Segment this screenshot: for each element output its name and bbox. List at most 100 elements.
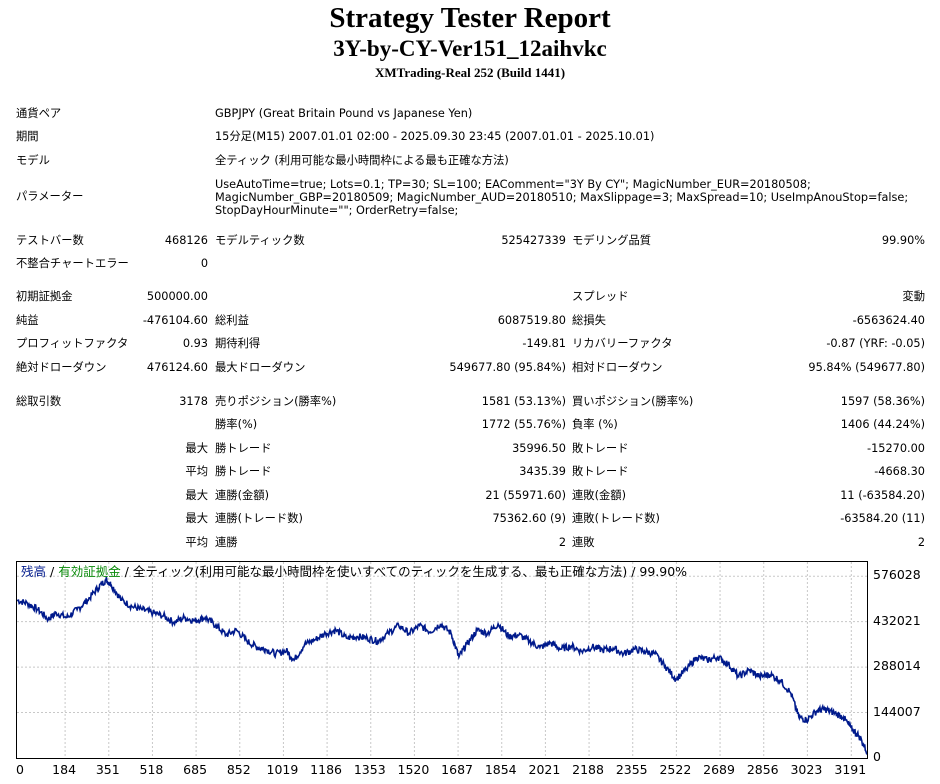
consec-loss-trades-label: 連敗(トレード数) <box>572 512 660 525</box>
quality-label: モデリング品質 <box>572 234 652 247</box>
largest-loss-value: -15270.00 <box>867 442 925 455</box>
x-tick-label: 3023 <box>790 762 823 777</box>
consec-win-trades-label: 連勝(トレード数) <box>215 512 303 525</box>
gross-profit-value: 6087519.80 <box>497 314 566 327</box>
ticks-label: モデルティック数 <box>215 234 305 247</box>
chart-title-balance: 残高 <box>21 564 47 579</box>
abs-drawdown-value: 476124.60 <box>146 361 208 374</box>
x-tick-label: 1520 <box>397 762 430 777</box>
max-prefix-1: 最大 <box>185 442 208 455</box>
x-tick-label: 2021 <box>528 762 561 777</box>
period-value: 15分足(M15) 2007.01.01 02:00 - 2025.09.30 … <box>215 130 655 143</box>
bars-label: テストバー数 <box>16 234 84 247</box>
chart-title: 残高 / 有効証拠金 / 全ティック(利用可能な最小時間枠を使いすべてのティック… <box>21 564 687 580</box>
profit-factor-value: 0.93 <box>182 337 208 350</box>
consec-loss-money-value: 11 (-63584.20) <box>840 489 925 502</box>
report-title: Strategy Tester Report <box>329 2 611 34</box>
period-label: 期間 <box>16 130 39 143</box>
recovery-factor-value: -0.87 (YRF: -0.05) <box>826 337 925 350</box>
gross-loss-value: -6563624.40 <box>852 314 925 327</box>
net-profit-value: -476104.60 <box>142 314 208 327</box>
x-tick-label: 1353 <box>353 762 386 777</box>
rel-drawdown-value: 95.84% (549677.80) <box>808 361 925 374</box>
net-profit-label: 純益 <box>16 314 39 327</box>
avg-win-label: 勝トレード <box>215 465 272 478</box>
long-positions-value: 1597 (58.36%) <box>840 395 925 408</box>
x-tick-label: 3191 <box>834 762 867 777</box>
model-label: モデル <box>16 154 50 167</box>
ticks-value: 525427339 <box>501 234 566 247</box>
gross-loss-label: 総損失 <box>572 314 606 327</box>
chart-title-rest: / 全ティック(利用可能な最小時間枠を使いすべてのティックを生成する、最も正確な… <box>120 564 688 579</box>
max-prefix-2: 最大 <box>185 489 208 502</box>
max-drawdown-label: 最大ドローダウン <box>215 361 306 374</box>
win-rate-value: 1772 (55.76%) <box>481 418 566 431</box>
short-positions-value: 1581 (53.13%) <box>481 395 566 408</box>
consec-win-money-label: 連勝(金額) <box>215 489 270 502</box>
consec-win-money-value: 21 (55971.60) <box>485 489 566 502</box>
params-value: UseAutoTime=true; Lots=0.1; TP=30; SL=10… <box>215 178 909 217</box>
abs-drawdown-label: 絶対ドローダウン <box>16 361 107 374</box>
symbol-label: 通貨ペア <box>16 107 62 120</box>
expected-payoff-label: 期待利得 <box>215 337 261 350</box>
recovery-factor-label: リカバリーファクタ <box>572 337 673 350</box>
server-build: XMTrading-Real 252 (Build 1441) <box>374 65 566 80</box>
gross-profit-label: 総利益 <box>215 314 249 327</box>
avg-loss-value: -4668.30 <box>874 465 925 478</box>
mismatch-value: 0 <box>200 257 208 270</box>
x-tick-label: 1019 <box>266 762 299 777</box>
total-trades-label: 総取引数 <box>16 395 62 408</box>
long-positions-label: 買いポジション(勝率%) <box>572 395 694 408</box>
deposit-value: 500000.00 <box>146 290 208 303</box>
avg-win-value: 3435.39 <box>519 465 566 478</box>
avg-prefix-1: 平均 <box>185 465 208 478</box>
symbol-value: GBPJPY (Great Britain Pound vs Japanese … <box>215 107 473 120</box>
x-tick-label: 2689 <box>703 762 735 777</box>
largest-win-value: 35996.50 <box>512 442 566 455</box>
deposit-label: 初期証拠金 <box>16 290 73 303</box>
bars-value: 468126 <box>164 234 208 247</box>
x-tick-label: 184 <box>52 762 77 777</box>
loss-rate-value: 1406 (44.24%) <box>840 418 925 431</box>
rel-drawdown-label: 相対ドローダウン <box>572 361 663 374</box>
mismatch-label: 不整合チャートエラー <box>16 257 129 270</box>
spread-label: スプレッド <box>572 290 629 303</box>
ea-name: 3Y-by-CY-Ver151_12aihvkc <box>333 36 607 61</box>
x-tick-label: 1186 <box>310 762 342 777</box>
loss-rate-label: 負率 (%) <box>572 418 618 431</box>
largest-loss-label: 敗トレード <box>572 442 629 455</box>
params-label: パラメーター <box>16 190 84 203</box>
spread-value: 変動 <box>902 290 925 303</box>
max-prefix-3: 最大 <box>185 512 208 525</box>
profit-factor-label: プロフィットファクタ <box>16 337 129 350</box>
max-drawdown-value: 549677.80 (95.84%) <box>449 361 566 374</box>
consec-win-trades-value: 75362.60 (9) <box>492 512 567 525</box>
total-trades-value: 3178 <box>179 395 208 408</box>
y-tick-label: 144007 <box>873 703 921 719</box>
largest-win-label: 勝トレード <box>215 442 272 455</box>
y-tick-label: 288014 <box>873 658 921 674</box>
balance-line <box>17 576 867 756</box>
x-tick-label: 2522 <box>659 762 692 777</box>
expected-payoff-value: -149.81 <box>522 337 566 350</box>
chart-title-equity: 有効証拠金 <box>58 564 121 579</box>
balance-chart-svg <box>17 562 867 758</box>
short-positions-label: 売りポジション(勝率%) <box>215 395 337 408</box>
chart-title-sep: / <box>46 564 59 579</box>
consec-loss-money-label: 連敗(金額) <box>572 489 627 502</box>
x-tick-label: 2856 <box>746 762 779 777</box>
win-rate-label: 勝率(%) <box>215 418 258 431</box>
x-tick-label: 1687 <box>441 762 473 777</box>
model-value: 全ティック (利用可能な最小時間枠による最も正確な方法) <box>215 154 509 167</box>
quality-value: 99.90% <box>881 234 925 247</box>
y-tick-label: 576028 <box>873 567 921 583</box>
avg-consec-win-label: 連勝 <box>215 536 238 549</box>
consec-loss-trades-value: -63584.20 (11) <box>840 512 925 525</box>
avg-loss-label: 敗トレード <box>572 465 629 478</box>
avg-consec-loss-label: 連敗 <box>572 536 595 549</box>
avg-prefix-2: 平均 <box>185 536 208 549</box>
x-tick-label: 852 <box>226 762 251 777</box>
x-tick-label: 2355 <box>615 762 648 777</box>
x-tick-label: 685 <box>183 762 208 777</box>
x-tick-label: 1854 <box>484 762 517 777</box>
